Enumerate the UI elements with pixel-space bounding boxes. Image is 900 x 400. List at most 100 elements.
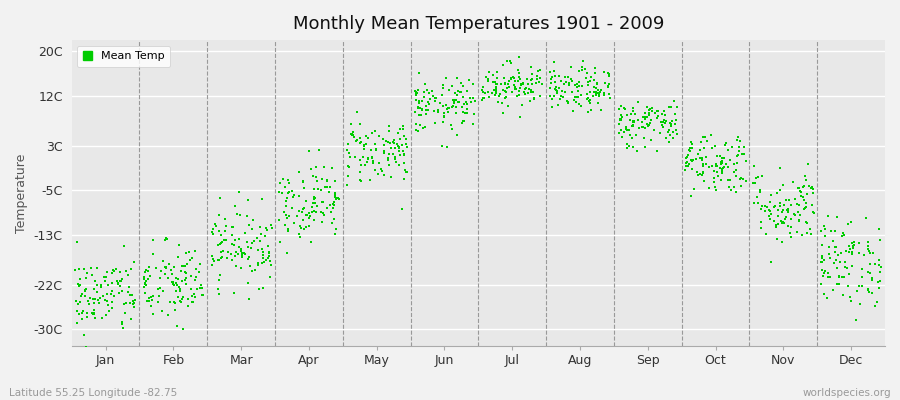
Point xyxy=(697,145,711,152)
Point xyxy=(845,249,859,255)
Point xyxy=(391,143,405,149)
Point xyxy=(792,216,806,223)
Point xyxy=(582,89,597,95)
Point xyxy=(360,159,374,165)
Point xyxy=(194,292,209,298)
Point xyxy=(764,259,778,265)
Point xyxy=(437,110,452,116)
Point xyxy=(502,78,517,84)
Point xyxy=(862,270,877,276)
Point xyxy=(87,307,102,314)
Point xyxy=(770,224,784,230)
Point xyxy=(576,58,590,64)
Point xyxy=(466,121,481,127)
Point xyxy=(772,165,787,172)
Point xyxy=(297,205,311,212)
Point xyxy=(231,236,246,242)
Point xyxy=(777,202,791,209)
Point xyxy=(205,262,220,268)
Point xyxy=(360,155,374,161)
Point xyxy=(514,80,528,87)
Point xyxy=(397,152,411,158)
Point xyxy=(238,250,252,257)
Point xyxy=(498,94,512,101)
Point xyxy=(516,81,530,88)
Point xyxy=(166,281,180,287)
Point xyxy=(353,134,367,141)
Point xyxy=(84,265,98,272)
Point xyxy=(612,121,626,127)
Point xyxy=(220,237,234,244)
Point xyxy=(72,283,86,290)
Point xyxy=(718,161,733,167)
Point xyxy=(365,158,380,164)
Point xyxy=(178,262,193,269)
Point xyxy=(753,187,768,194)
Point xyxy=(350,109,365,115)
Point xyxy=(313,186,328,193)
Point xyxy=(789,201,804,207)
Point xyxy=(252,286,266,292)
Point xyxy=(758,208,772,214)
Point xyxy=(245,268,259,274)
Point xyxy=(173,286,187,292)
Point xyxy=(751,174,765,180)
Point xyxy=(519,75,534,82)
Point xyxy=(273,238,287,245)
Point xyxy=(792,218,806,224)
Point xyxy=(861,239,876,246)
Point xyxy=(239,238,254,245)
Point xyxy=(169,322,184,329)
Point xyxy=(190,286,204,292)
Point xyxy=(450,92,464,98)
Point xyxy=(165,271,179,277)
Point xyxy=(691,151,706,157)
Point xyxy=(775,220,789,226)
Point xyxy=(640,121,654,127)
Point xyxy=(531,68,545,74)
Point xyxy=(838,263,852,270)
Point xyxy=(384,145,399,152)
Point xyxy=(397,133,411,140)
Point xyxy=(872,257,886,263)
Point xyxy=(489,84,503,90)
Point xyxy=(578,66,592,72)
Point xyxy=(181,296,195,302)
Point xyxy=(861,289,876,295)
Point xyxy=(698,178,712,184)
Point xyxy=(212,256,226,263)
Point xyxy=(358,162,373,168)
Point xyxy=(796,206,811,212)
Point xyxy=(590,80,604,87)
Point xyxy=(422,101,436,107)
Point xyxy=(428,120,442,126)
Point xyxy=(188,277,202,283)
Point xyxy=(769,222,783,228)
Point xyxy=(233,265,248,271)
Point xyxy=(597,90,611,96)
Point xyxy=(111,279,125,286)
Point xyxy=(331,195,346,201)
Point xyxy=(770,236,784,242)
Point xyxy=(166,279,181,285)
Point xyxy=(588,76,602,83)
Point xyxy=(684,193,698,199)
Point xyxy=(423,96,437,102)
Point xyxy=(709,169,724,176)
Point xyxy=(611,130,625,136)
Point xyxy=(637,114,652,120)
Point xyxy=(872,226,886,232)
Point xyxy=(715,158,729,164)
Point xyxy=(754,218,769,225)
Point xyxy=(178,269,193,275)
Point xyxy=(76,309,90,316)
Point xyxy=(600,70,615,76)
Point xyxy=(760,204,774,210)
Point xyxy=(514,82,528,88)
Point xyxy=(363,176,377,183)
Point xyxy=(758,208,772,214)
Point xyxy=(752,189,767,195)
Point xyxy=(871,279,886,286)
Point xyxy=(643,120,657,126)
Point xyxy=(367,167,382,174)
